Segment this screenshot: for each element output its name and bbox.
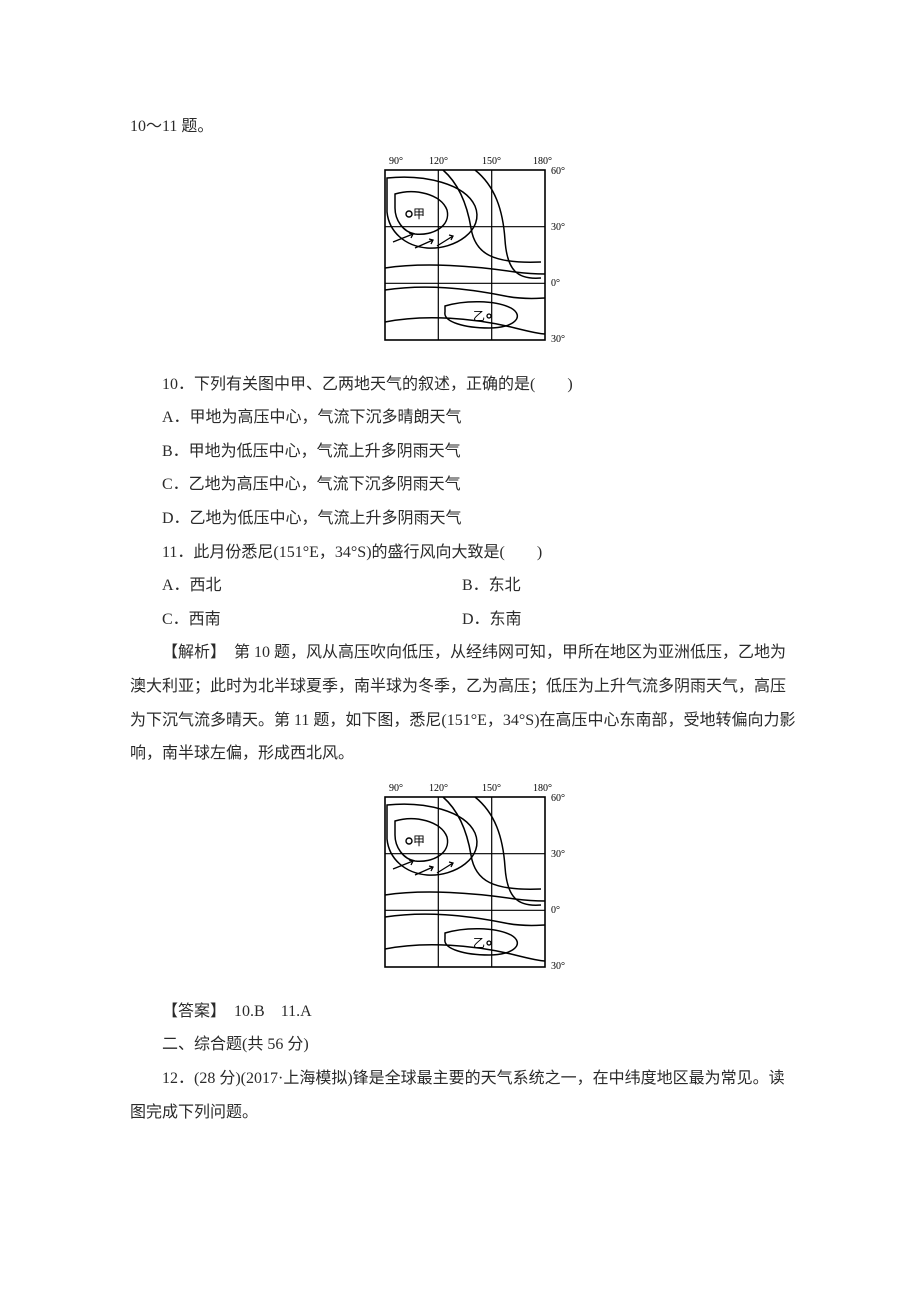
map-frame [385,170,545,340]
point-yi-label: 乙 [473,309,485,323]
intro-line: 10～11 题。 [130,110,800,144]
analysis-text: 第 10 题，风从高压吹向低压，从经纬网可知，甲所在地区为亚洲低压，乙地为澳大利… [130,644,796,762]
lat-label-30n-b: 30° [551,849,565,860]
section2-heading: 二、综合题(共 56 分) [130,1028,800,1062]
answer-11: 11.A [281,1003,312,1020]
q10-opt-c: C．乙地为高压中心，气流下沉多阴雨天气 [130,468,800,502]
lon-label-120-b: 120° [429,783,448,794]
q10-stem: 10．下列有关图中甲、乙两地天气的叙述，正确的是( ) [130,368,800,402]
lat-label-60: 60° [551,166,565,177]
lat-label-60-b: 60° [551,793,565,804]
lon-label-150: 150° [482,156,501,167]
q10-opt-d: D．乙地为低压中心，气流上升多阴雨天气 [130,502,800,536]
q11-stem: 11．此月份悉尼(151°E，34°S)的盛行风向大致是( ) [130,536,800,570]
analysis-para: 【解析】 第 10 题，风从高压吹向低压，从经纬网可知，甲所在地区为亚洲低压，乙… [130,636,800,770]
q10-opt-a: A．甲地为高压中心，气流下沉多晴朗天气 [130,401,800,435]
answer-line: 【答案】 10.B 11.A [130,995,800,1029]
q12-stem: 12．(28 分)(2017·上海模拟)锋是全球最主要的天气系统之一，在中纬度地… [130,1062,800,1129]
q11-opt-b: B．东北 [430,569,730,603]
analysis-label: 【解析】 [162,644,218,661]
q11-row-cd: C．西南 D．东南 [130,603,800,637]
answer-10: 10.B [234,1003,265,1020]
lat-label-30s-b: 30° [551,961,565,972]
isobar-figure-2: 90° 120° 150° 180° 60° 30° 0° 30° 甲 乙 [130,777,800,987]
lat-label-0: 0° [551,278,560,289]
point-yi-label-b: 乙 [473,936,485,950]
lon-label-90: 90° [389,156,403,167]
isobar-map-svg-2: 90° 120° 150° 180° 60° 30° 0° 30° 甲 乙 [355,777,575,987]
lon-label-180-b: 180° [533,783,552,794]
lon-label-180: 180° [533,156,552,167]
q11-row-ab: A．西北 B．东北 [130,569,800,603]
point-jia-label: 甲 [413,207,425,221]
lon-label-150-b: 150° [482,783,501,794]
answer-label: 【答案】 [162,1003,218,1020]
lat-label-30s: 30° [551,334,565,345]
q10-opt-b: B．甲地为低压中心，气流上升多阴雨天气 [130,435,800,469]
lat-label-0-b: 0° [551,905,560,916]
q11-opt-d: D．东南 [430,603,730,637]
q11-opt-c: C．西南 [130,603,430,637]
point-jia-label-b: 甲 [413,834,425,848]
lon-label-120: 120° [429,156,448,167]
q11-opt-a: A．西北 [130,569,430,603]
lon-label-90-b: 90° [389,783,403,794]
lat-label-30n: 30° [551,222,565,233]
isobar-figure-1: 90° 120° 150° 180° 60° 30° 0° 30° 甲 [130,150,800,360]
isobar-map-svg: 90° 120° 150° 180° 60° 30° 0° 30° 甲 [355,150,575,360]
